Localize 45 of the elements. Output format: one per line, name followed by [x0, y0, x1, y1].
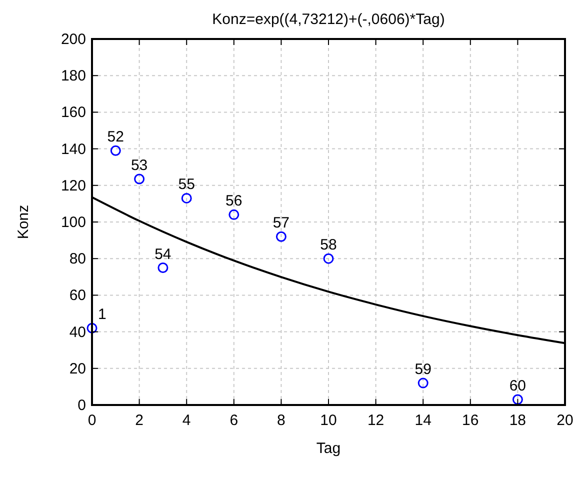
- point: [158, 262, 168, 273]
- x-axis-title: Tag: [316, 440, 341, 457]
- x-tick-label: 16: [462, 412, 479, 429]
- x-tick-label: 8: [277, 412, 286, 429]
- x-tick-label: 0: [88, 412, 96, 429]
- point: [512, 394, 523, 405]
- annotation: 54: [154, 246, 172, 263]
- y-tick-label: 160: [60, 104, 86, 122]
- point: [86, 322, 98, 334]
- x-tick-label: 18: [509, 412, 526, 429]
- point: [228, 209, 240, 220]
- x-tick-label: 6: [230, 412, 238, 429]
- chart-title: Konz=exp((4,73212)+(-,0606)*Tag): [212, 11, 445, 28]
- y-tick-label: 0: [78, 397, 86, 414]
- y-tick-label: 120: [60, 177, 86, 194]
- y-tick-label: 140: [60, 140, 86, 158]
- annotation: 53: [130, 156, 148, 174]
- y-axis-title: Konz: [15, 204, 32, 240]
- x-tick-label: 20: [556, 412, 574, 429]
- y-tick-label: 80: [69, 250, 86, 268]
- point: [181, 192, 192, 204]
- annotation: 52: [107, 128, 124, 146]
- y-tick-label: 180: [60, 68, 86, 85]
- point: [276, 231, 286, 242]
- y-tick-label: 40: [69, 324, 86, 341]
- annotation: 59: [414, 361, 432, 378]
- x-tick-label: 2: [135, 412, 144, 429]
- y-tick-label: 20: [69, 360, 86, 378]
- point: [418, 378, 428, 388]
- annotation: 60: [509, 378, 526, 395]
- annotation: 56: [226, 192, 242, 210]
- x-tick-label: 4: [182, 412, 191, 429]
- point: [134, 174, 145, 184]
- annotation: 1: [98, 306, 106, 324]
- x-tick-label: 14: [414, 412, 432, 429]
- annotation: 58: [320, 236, 337, 254]
- y-tick-label: 100: [60, 214, 86, 231]
- y-tick-label: 60: [69, 287, 86, 304]
- point: [323, 253, 334, 264]
- x-tick-label: 12: [367, 412, 384, 429]
- point: [110, 145, 121, 156]
- y-tick-label: 200: [60, 31, 86, 48]
- annotation: 55: [178, 176, 195, 194]
- x-tick-label: 10: [320, 412, 337, 429]
- annotation: 57: [272, 214, 290, 232]
